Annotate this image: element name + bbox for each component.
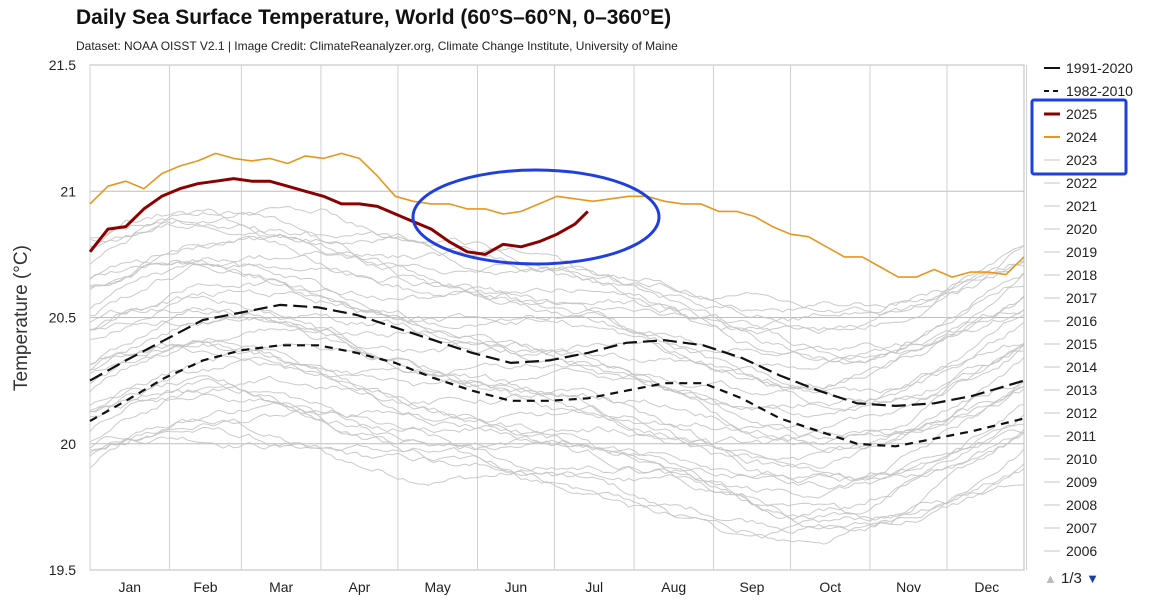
x-tick-label: Apr xyxy=(349,579,371,595)
legend-label-1991-2020: 1991-2020 xyxy=(1066,60,1133,76)
x-tick-label: Nov xyxy=(896,579,921,595)
series-line-1982-2010 xyxy=(89,344,1025,448)
other-year-line xyxy=(89,261,1025,370)
other-year-line xyxy=(89,436,1025,534)
legend-label-2012: 2012 xyxy=(1066,405,1097,421)
other-year-line xyxy=(89,289,1025,394)
legend-label-2007: 2007 xyxy=(1066,520,1097,536)
x-tick-label: Jan xyxy=(118,579,141,595)
other-year-line xyxy=(89,219,1025,313)
legend-label-2022: 2022 xyxy=(1066,175,1097,191)
legend-highlight-box xyxy=(1030,98,1128,176)
legend-label-2010: 2010 xyxy=(1066,451,1097,467)
other-year-line xyxy=(89,375,1025,499)
series-lines xyxy=(88,152,1025,448)
other-year-line xyxy=(89,386,1025,520)
annotations xyxy=(411,98,1128,266)
triangle-up-icon[interactable]: ▲ xyxy=(1044,571,1057,586)
series-line-2024 xyxy=(89,152,1025,278)
legend-label-2020: 2020 xyxy=(1066,221,1097,237)
legend-label-2006: 2006 xyxy=(1066,543,1097,559)
legend-label-2008: 2008 xyxy=(1066,497,1097,513)
other-year-line xyxy=(89,259,1025,357)
other-year-line xyxy=(89,408,1025,521)
other-year-line xyxy=(89,388,1025,484)
pagination-label: 1/3 xyxy=(1061,570,1082,587)
legend-label-2017: 2017 xyxy=(1066,290,1097,306)
other-year-line xyxy=(89,278,1025,407)
other-year-line xyxy=(89,233,1025,365)
legend-label-2023: 2023 xyxy=(1066,152,1097,168)
legend-label-2009: 2009 xyxy=(1066,474,1097,490)
other-year-line xyxy=(89,375,1025,481)
legend-pagination[interactable]: ▲ 1/3 ▼ xyxy=(1044,570,1099,587)
other-years-lines xyxy=(89,206,1025,545)
other-year-line xyxy=(89,235,1025,363)
other-year-line xyxy=(89,426,1025,539)
other-year-line xyxy=(89,401,1025,532)
other-year-line xyxy=(89,260,1025,390)
x-tick-label: Feb xyxy=(193,579,217,595)
other-year-line xyxy=(89,341,1025,439)
legend-label-2019: 2019 xyxy=(1066,244,1097,260)
legend-label-2018: 2018 xyxy=(1066,267,1097,283)
other-year-line xyxy=(89,418,1025,545)
other-year-line xyxy=(89,342,1025,446)
y-tick-label: 20 xyxy=(60,436,76,452)
y-tick-label: 19.5 xyxy=(49,562,76,578)
legend-label-2025: 2025 xyxy=(1066,106,1097,122)
legend-label-2014: 2014 xyxy=(1066,359,1097,375)
x-tick-label: Mar xyxy=(269,579,293,595)
y-tick-label: 20.5 xyxy=(49,310,76,326)
chart-subtitle: Dataset: NOAA OISST V2.1 | Image Credit:… xyxy=(76,39,678,53)
chart-title: Daily Sea Surface Temperature, World (60… xyxy=(76,6,672,29)
x-tick-label: May xyxy=(424,579,450,595)
x-tick-label: Dec xyxy=(974,579,999,595)
legend-label-2011: 2011 xyxy=(1066,428,1096,444)
other-year-line xyxy=(89,316,1025,440)
other-year-line xyxy=(89,250,1025,364)
y-tick-label: 21.5 xyxy=(49,57,76,73)
highlight-ellipse xyxy=(411,168,661,266)
series-line-2025 xyxy=(88,177,589,256)
x-tick-label: Aug xyxy=(661,579,686,595)
other-year-line xyxy=(89,348,1025,490)
x-tick-label: Jun xyxy=(505,579,528,595)
x-tick-label: Oct xyxy=(819,579,841,595)
other-year-line xyxy=(89,306,1025,442)
legend-label-2015: 2015 xyxy=(1066,336,1097,352)
x-tick-label: Jul xyxy=(585,579,603,595)
other-year-line xyxy=(89,358,1025,481)
legend-label-2013: 2013 xyxy=(1066,382,1097,398)
triangle-down-icon[interactable]: ▼ xyxy=(1086,571,1099,586)
legend-label-2016: 2016 xyxy=(1066,313,1097,329)
series-line-1991-2020 xyxy=(89,303,1025,407)
axis-ticks: 21.5 21 20.5 20 19.5 Jan Feb Mar Apr May Jun Jul Aug… xyxy=(49,57,999,595)
other-year-line xyxy=(89,223,1025,316)
x-tick-label: Sep xyxy=(740,579,765,595)
other-year-line xyxy=(89,263,1025,391)
other-year-line xyxy=(89,206,1025,331)
legend: 1991-2020 1982-2010 2025 2024 2023 2022 2021 20… xyxy=(1044,60,1133,559)
grid xyxy=(89,64,1028,571)
legend-label-1982-2010: 1982-2010 xyxy=(1066,83,1133,99)
legend-label-2021: 2021 xyxy=(1066,198,1097,214)
other-year-line xyxy=(89,210,1025,335)
y-tick-label: 21 xyxy=(60,183,76,199)
legend-label-2024: 2024 xyxy=(1066,129,1097,145)
